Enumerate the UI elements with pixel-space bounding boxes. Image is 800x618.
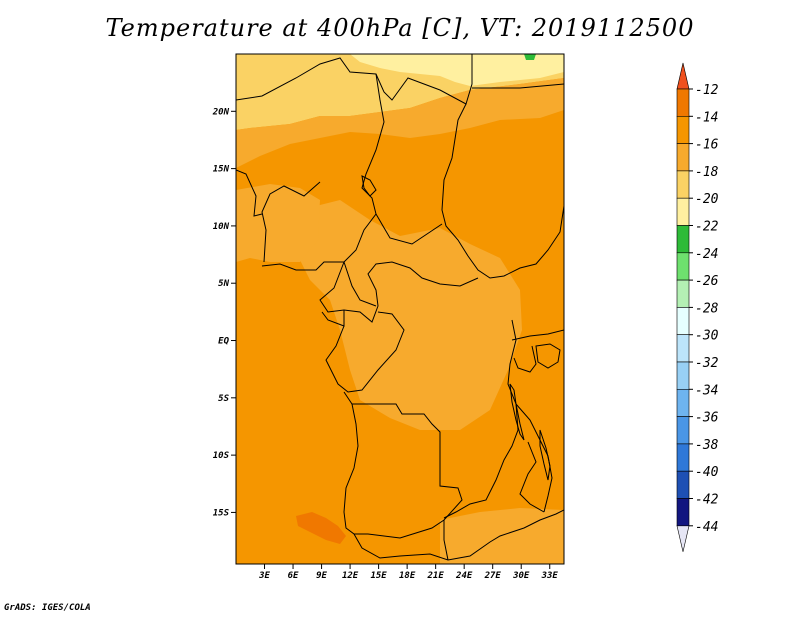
colorbar-segment	[676, 498, 690, 527]
temperature-field	[236, 54, 564, 564]
colorbar-label: -20	[695, 192, 719, 207]
border-line	[443, 319, 519, 519]
border-line	[261, 73, 385, 271]
field-region-16-18-north	[236, 78, 564, 168]
x-tick-label: 21E	[427, 571, 445, 581]
y-tick-label: 10S	[213, 451, 230, 461]
border-line	[511, 329, 564, 341]
colorbar-segment	[676, 388, 690, 417]
colorbar-segment	[676, 443, 690, 472]
field-region-20-22	[350, 54, 564, 86]
field-region-22-24	[524, 54, 536, 60]
colorbar-segment	[676, 361, 690, 390]
y-tick-label: EQ	[218, 337, 229, 347]
x-tick-label: 12E	[342, 571, 359, 581]
border-line	[343, 403, 564, 561]
colorbar-segment	[676, 279, 690, 308]
x-tick-label: 3E	[258, 571, 270, 581]
border-line	[441, 103, 564, 279]
colorbar-segment	[676, 307, 690, 335]
lake-victoria	[535, 343, 561, 369]
colorbar-segment	[676, 416, 690, 445]
colorbar-segment	[676, 143, 690, 172]
colorbar-label: -14	[695, 110, 718, 125]
colorbar-label: -26	[695, 274, 719, 289]
colorbar-label: -12	[695, 83, 719, 98]
x-tick-label: 9E	[316, 571, 327, 581]
colorbar-bottom-triangle	[676, 525, 690, 552]
x-tick-label: 24E	[455, 571, 473, 581]
x-tick-label: 6E	[288, 571, 299, 581]
border-line	[236, 169, 263, 217]
colorbar-segment	[676, 252, 690, 281]
colorbar-legend: -12 -14 -16 -18 -20 -22 -24 -26 -28 -30 -32 -34 -36 -…	[676, 62, 719, 552]
colorbar-label: -30	[695, 329, 719, 344]
colorbar-segment	[676, 197, 690, 226]
colorbar-segment	[676, 334, 690, 363]
x-tick-label: 30E	[512, 571, 530, 581]
y-tick-label: 20N	[212, 107, 230, 117]
x-tick-label: 15E	[370, 571, 387, 581]
y-tick-label: 15S	[213, 508, 230, 518]
field-region-12-14	[296, 512, 346, 544]
y-tick-label: 10N	[213, 222, 230, 232]
lake-malawi	[539, 429, 551, 481]
colorbar-segment	[676, 225, 690, 254]
lake-chad	[361, 175, 377, 197]
border-line	[325, 311, 405, 393]
border-line	[319, 261, 479, 323]
lake-tanganyika	[509, 383, 525, 441]
border-line	[375, 213, 443, 245]
border-line	[261, 181, 321, 263]
colorbar-label: -22	[695, 220, 719, 235]
border-line	[343, 261, 377, 307]
colorbar-label: -18	[695, 165, 719, 180]
y-tick-label: 5S	[218, 394, 229, 404]
x-axis: 3E 6E 9E 12E 15E 18E 21E 24E 27E 30E 33E	[258, 564, 558, 581]
field-region-16-18-central	[295, 200, 522, 430]
colorbar-label: -28	[695, 301, 719, 316]
colorbar-label: -44	[695, 520, 718, 535]
colorbar-label: -38	[695, 438, 719, 453]
colorbar-label: -16	[695, 138, 719, 153]
colorbar-segment	[676, 88, 690, 117]
border-line	[472, 83, 564, 89]
colorbar-label: -36	[695, 411, 719, 426]
map-frame	[235, 53, 565, 565]
y-tick-label: 5N	[218, 279, 229, 289]
colorbar-label: -32	[695, 356, 719, 371]
colorbar-top-triangle	[676, 62, 690, 90]
x-tick-label: 18E	[399, 571, 416, 581]
colorbar-segment	[676, 116, 690, 144]
border-line	[443, 520, 449, 561]
field-region-16-18-south	[440, 508, 564, 564]
border-line	[343, 391, 463, 539]
colorbar-label: -40	[695, 465, 719, 480]
y-tick-label: 15N	[213, 165, 230, 175]
colorbar-segment	[676, 470, 690, 499]
country-borders	[236, 54, 564, 561]
grads-credit: GrADS: IGES/COLA	[4, 603, 91, 613]
x-tick-label: 27E	[484, 571, 502, 581]
border-line	[519, 441, 545, 513]
field-region-16-18-west	[236, 184, 320, 262]
border-line	[321, 310, 345, 327]
lakes	[361, 175, 561, 481]
colorbar-label: -42	[695, 493, 719, 508]
x-tick-label: 33E	[541, 571, 559, 581]
colorbar-label: -34	[695, 383, 718, 398]
chart-title: Temperature at 400hPa [C], VT: 201911250…	[105, 14, 695, 42]
colorbar-segment	[676, 170, 690, 199]
y-axis: 20N 15N 10N 5N EQ 5S 10S 15S	[212, 107, 236, 518]
border-line	[513, 345, 537, 373]
border-line	[236, 54, 473, 105]
colorbar-label: -24	[695, 247, 718, 262]
